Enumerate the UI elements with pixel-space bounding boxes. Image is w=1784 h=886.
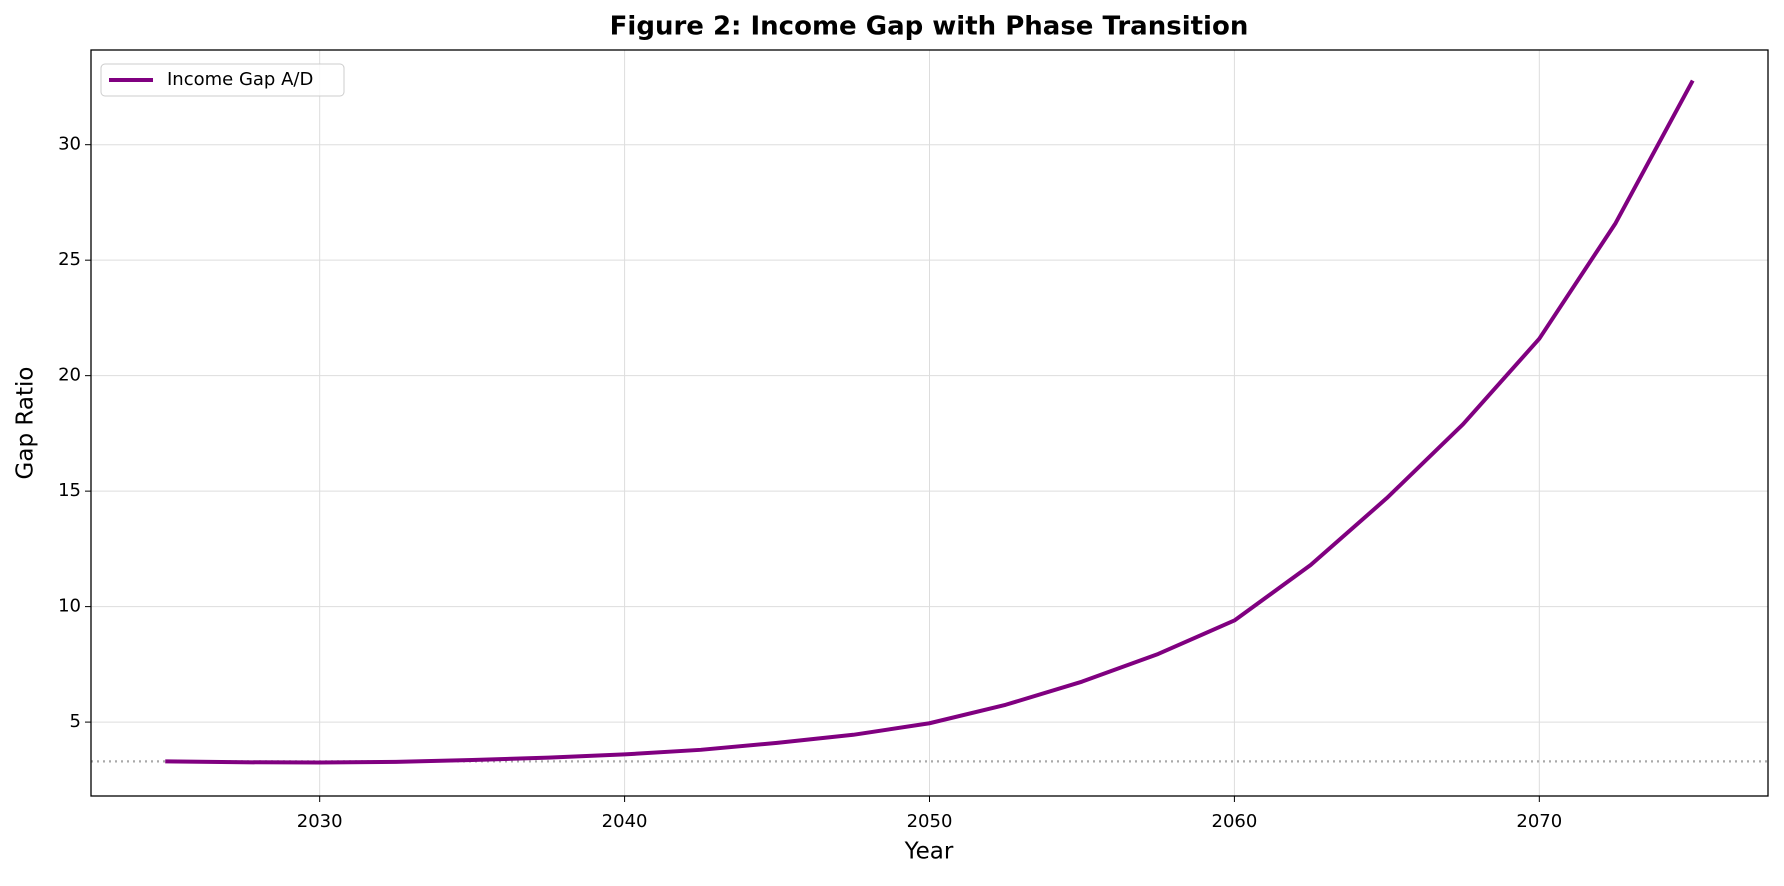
plot-frame bbox=[90, 49, 1769, 797]
y-tick-label: 5 bbox=[70, 711, 81, 732]
data-line bbox=[165, 79, 1695, 765]
y-tick-label: 20 bbox=[58, 365, 81, 386]
x-tick-label: 2030 bbox=[297, 811, 343, 832]
x-tick-label: 2040 bbox=[602, 811, 648, 832]
y-tick-label: 25 bbox=[58, 249, 81, 270]
x-tick-label: 2050 bbox=[907, 811, 953, 832]
chart-title: Figure 2: Income Gap with Phase Transiti… bbox=[610, 12, 1249, 42]
legend-box bbox=[100, 63, 345, 97]
legend: Income Gap A/D bbox=[100, 63, 345, 97]
x-tick-label: 2070 bbox=[1516, 811, 1562, 832]
y-tick-label: 30 bbox=[58, 134, 81, 155]
x-tick-label: 2060 bbox=[1212, 811, 1258, 832]
legend-label: Income Gap A/D bbox=[167, 69, 313, 90]
y-axis-label: Gap Ratio bbox=[13, 367, 39, 480]
x-axis-label: Year bbox=[904, 839, 954, 865]
y-tick-label: 15 bbox=[58, 480, 81, 501]
y-tick-label: 10 bbox=[58, 596, 81, 617]
